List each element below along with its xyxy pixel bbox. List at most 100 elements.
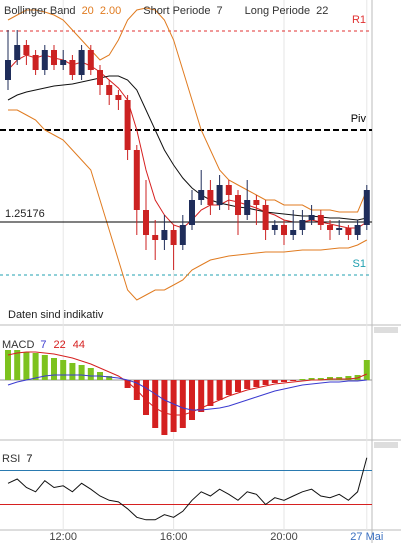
histogram-bar [124, 380, 131, 388]
histogram-bar [14, 350, 21, 380]
histogram-bar [60, 360, 67, 380]
histogram-bar [106, 376, 113, 380]
price-label: 1.25176 [5, 208, 45, 220]
macd-line [7, 374, 367, 411]
candle-body [207, 190, 214, 205]
level-label: S1 [353, 258, 366, 270]
candle-body [97, 70, 103, 85]
candle-body [124, 100, 131, 150]
candle-body [14, 45, 21, 60]
legend-entry: Short Periode [143, 5, 210, 17]
panel-param: 44 [73, 339, 85, 351]
histogram-bar [281, 380, 287, 382]
candle-body [363, 190, 370, 225]
candle-body [345, 228, 352, 235]
x-tick-label: 12:00 [49, 531, 77, 543]
candle-body [198, 190, 205, 200]
candle-body [51, 50, 57, 65]
legend-entry: Long Periode [245, 5, 310, 17]
histogram-bar [152, 380, 159, 428]
histogram-bar [262, 380, 269, 385]
histogram-bar [271, 380, 278, 383]
x-tick-label: 27 Mai [350, 531, 383, 543]
histogram-bar [78, 365, 85, 380]
histogram-bar [216, 380, 223, 400]
bollinger-lower [8, 109, 368, 301]
histogram-bar [69, 363, 76, 380]
candle-body [23, 45, 30, 55]
moving-average [7, 54, 368, 229]
histogram-bar [179, 380, 186, 428]
histogram-bar [87, 368, 94, 380]
legend-entry: Bollinger Band [4, 5, 76, 17]
histogram-bar [161, 380, 168, 435]
candle-body [87, 50, 94, 70]
candle-body [161, 230, 168, 240]
candle-body [299, 220, 306, 230]
level-label: R1 [352, 14, 366, 26]
level-label: Piv [351, 113, 367, 125]
note: Daten sind indikativ [8, 309, 104, 321]
candle-body [290, 230, 297, 235]
candle-body [152, 235, 159, 240]
macd-line [7, 351, 367, 416]
candle-body [5, 60, 11, 80]
candle-body [133, 150, 140, 210]
histogram-bar [189, 380, 195, 420]
histogram-bar [170, 380, 177, 432]
candle-body [115, 95, 122, 100]
histogram-bar [41, 355, 48, 380]
x-tick-label: 20:00 [270, 531, 298, 543]
candle-body [308, 215, 315, 220]
candle-body [354, 225, 361, 235]
panel-label: MACD [2, 339, 34, 351]
histogram-bar [244, 380, 251, 389]
candle-body [60, 60, 67, 65]
legend-param: 7 [217, 5, 223, 17]
histogram-bar [225, 380, 232, 395]
candle-body [262, 205, 269, 230]
candle-body [69, 60, 76, 75]
candle-body [106, 85, 113, 95]
candle-body [271, 225, 278, 230]
histogram-bar [23, 352, 30, 380]
candle-body [244, 200, 251, 215]
histogram-bar [32, 353, 39, 380]
candle-body [327, 225, 333, 230]
histogram-bar [51, 358, 57, 380]
candle-body [189, 200, 195, 225]
panel-param: 7 [26, 453, 32, 465]
histogram-bar [317, 378, 324, 380]
panel-label: RSI [2, 453, 20, 465]
candle-body [281, 225, 287, 235]
candle-body [336, 228, 343, 230]
rsi-line [7, 457, 368, 521]
histogram-bar [290, 380, 297, 381]
candle-body [143, 210, 149, 235]
panel-handle[interactable] [374, 327, 398, 333]
histogram-bar [299, 379, 306, 380]
histogram-bar [5, 350, 11, 380]
candle-body [225, 185, 232, 195]
moving-average [7, 75, 367, 221]
panel-handle[interactable] [374, 442, 398, 448]
histogram-bar [363, 360, 370, 380]
candle-body [179, 225, 186, 245]
candle-body [78, 50, 85, 75]
candle-body [41, 50, 48, 70]
histogram-bar [345, 376, 352, 380]
histogram-bar [253, 380, 260, 387]
legend-param: 22 [316, 5, 328, 17]
candle-body [235, 195, 241, 215]
bollinger-upper [7, 7, 368, 213]
candle-body [216, 185, 223, 205]
histogram-bar [198, 380, 205, 412]
panel-param: 7 [40, 339, 46, 351]
legend-param: 20 [82, 5, 94, 17]
histogram-bar [143, 380, 149, 415]
histogram-bar [235, 380, 241, 392]
candle-body [170, 230, 177, 245]
legend-param: 2.00 [100, 5, 121, 17]
